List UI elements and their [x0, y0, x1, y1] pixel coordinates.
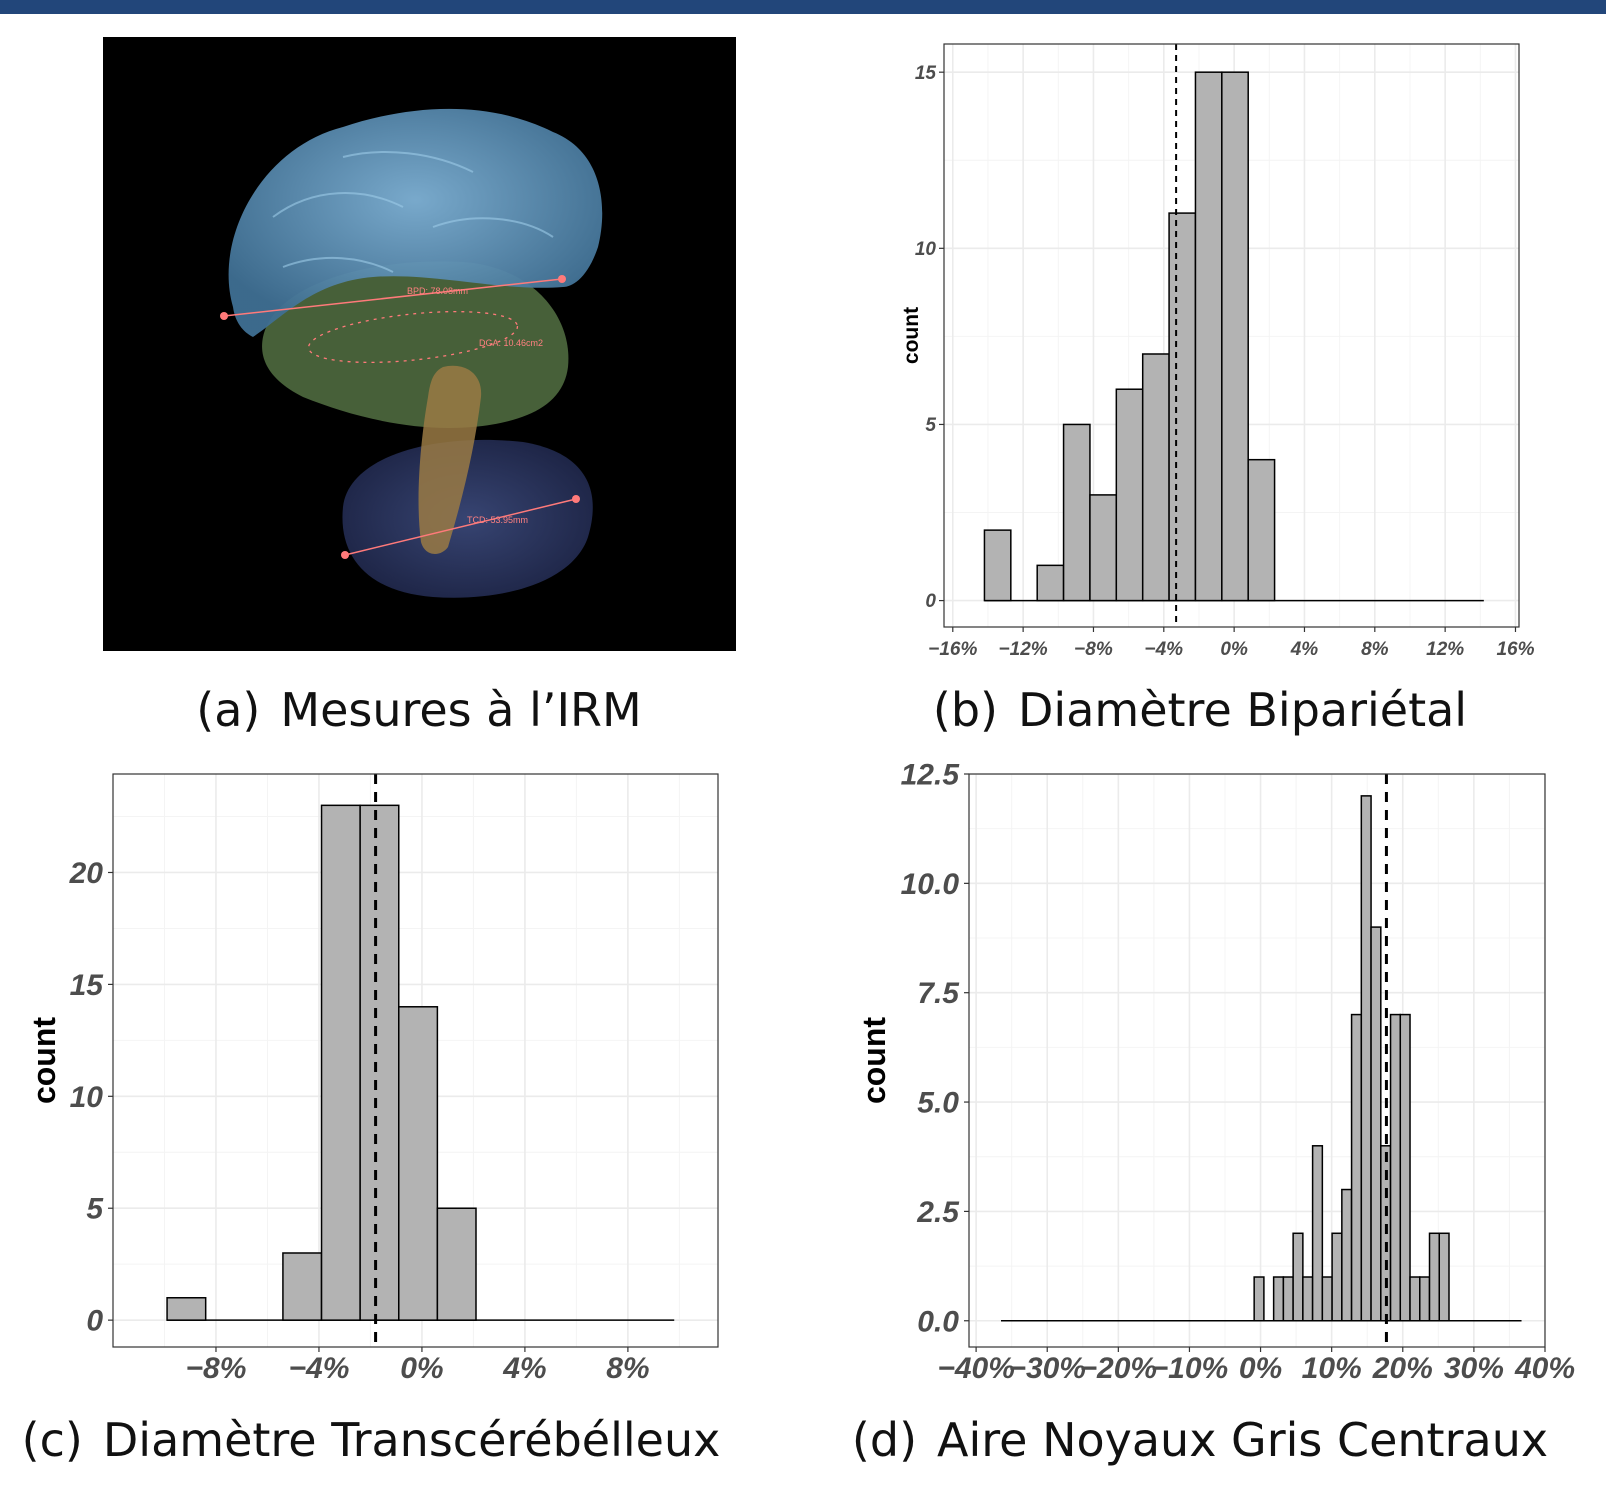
x-tick-label: −16% — [928, 639, 977, 660]
x-tick-label: −40% — [937, 1352, 1015, 1385]
y-tick-label: 20 — [69, 857, 104, 890]
x-tick-label: −10% — [1151, 1352, 1229, 1385]
grid-group — [944, 44, 1519, 627]
caption-d-tag: (d) — [851, 1413, 918, 1467]
caption-a: (a) Mesures à l’IRM — [196, 687, 641, 733]
histogram-bar — [1428, 1232, 1441, 1322]
histogram-bar — [1389, 1013, 1402, 1322]
x-tick-label: 8% — [606, 1352, 649, 1385]
panel-border — [112, 773, 719, 1348]
y-tick-label: 10 — [915, 239, 937, 260]
histogram-bar — [1141, 353, 1170, 602]
y-axis-label: count — [900, 307, 923, 364]
histogram-bar — [1370, 926, 1382, 1322]
y-tick-label: 5.0 — [917, 1087, 959, 1120]
y-tick-label: 10 — [70, 1081, 104, 1114]
histogram-bar — [1409, 1276, 1421, 1322]
histogram-bar — [1282, 1276, 1294, 1322]
y-axis-label: count — [26, 1017, 62, 1104]
x-tick-label: −30% — [1008, 1352, 1086, 1385]
histogram-bar — [1331, 1232, 1343, 1322]
mri-image: BPD: 78.08mm DGA: 10.46cm2 TCD: 53.95mm — [103, 37, 736, 651]
top-bar — [0, 0, 1606, 14]
y-tick-label: 15 — [70, 969, 105, 1002]
histogram-bar — [1089, 494, 1118, 602]
y-tick-label: 5 — [925, 415, 936, 436]
y-tick-label: 15 — [915, 63, 937, 84]
histogram-bar — [1438, 1232, 1450, 1322]
panel-border — [943, 43, 1520, 628]
y-tick-label: 12.5 — [901, 759, 961, 792]
x-tick-label: 10% — [1302, 1352, 1362, 1385]
histogram-bar — [1221, 71, 1249, 602]
histogram-bar — [1360, 795, 1372, 1322]
histogram-bar — [1194, 71, 1223, 602]
x-tick-label: −8% — [1074, 639, 1113, 660]
histogram-bar — [1168, 212, 1197, 602]
caption-b-tag: (b) — [932, 683, 998, 737]
x-tick-label: 0% — [400, 1352, 443, 1385]
histogram-bar — [1350, 1013, 1363, 1322]
histogram-bar — [1302, 1276, 1314, 1322]
x-tick-label: −20% — [1080, 1352, 1158, 1385]
x-tick-label: 16% — [1496, 639, 1534, 660]
bpd-label: BPD: 78.08mm — [407, 286, 468, 296]
caption-b-text: Diamètre Bipariétal — [1018, 683, 1468, 737]
histogram-bar — [1115, 388, 1144, 602]
histogram-bar — [436, 1207, 477, 1321]
y-tick-label: 0 — [86, 1305, 103, 1338]
x-tick-label: −4% — [1145, 639, 1184, 660]
dga-label: DGA: 10.46cm2 — [479, 338, 543, 348]
histogram-bar — [1247, 458, 1276, 602]
y-tick-label: 10.0 — [901, 868, 960, 901]
caption-c-text: Diamètre Transcérébélleux — [102, 1413, 721, 1467]
y-axis-label: count — [856, 1017, 892, 1104]
x-tick-label: −8% — [186, 1352, 247, 1385]
x-tick-label: −12% — [999, 639, 1048, 660]
y-tick-label: 2.5 — [916, 1196, 960, 1229]
histogram-bar — [320, 804, 361, 1321]
y-tick-label: 7.5 — [917, 977, 960, 1010]
x-tick-label: 30% — [1444, 1352, 1504, 1385]
y-tick-label: 0.0 — [917, 1305, 959, 1338]
caption-a-text: Mesures à l’IRM — [280, 683, 642, 737]
histogram-bar — [1419, 1276, 1431, 1322]
histogram-bar — [282, 1252, 323, 1321]
x-tick-label: 4% — [502, 1352, 546, 1385]
x-tick-label: 0% — [1239, 1352, 1282, 1385]
caption-a-tag: (a) — [196, 683, 261, 737]
histogram-bar — [1311, 1145, 1324, 1322]
histogram-bar — [1341, 1188, 1353, 1322]
x-tick-label: 8% — [1361, 639, 1389, 660]
panel-border — [968, 773, 1546, 1348]
caption-c: (c) Diamètre Transcérébélleux — [22, 1417, 721, 1463]
histogram-bar — [166, 1297, 207, 1321]
x-tick-label: 0% — [1220, 639, 1248, 660]
grid-group — [113, 774, 718, 1347]
y-tick-label: 5 — [86, 1193, 104, 1226]
y-tick-label: 0 — [925, 591, 936, 612]
histogram-bar — [1272, 1276, 1285, 1322]
grid-group — [969, 774, 1545, 1347]
caption-b: (b) Diamètre Bipariétal — [933, 687, 1467, 733]
histogram-bar — [983, 529, 1012, 602]
caption-c-tag: (c) — [21, 1413, 83, 1467]
histogram-bar — [398, 1006, 439, 1321]
x-tick-label: 40% — [1514, 1352, 1575, 1385]
x-tick-label: −4% — [289, 1352, 350, 1385]
x-tick-label: 4% — [1290, 639, 1319, 660]
x-tick-label: 20% — [1372, 1352, 1433, 1385]
histogram-bar — [1321, 1276, 1333, 1322]
tcd-label: TCD: 53.95mm — [467, 515, 528, 525]
x-tick-label: 12% — [1426, 639, 1464, 660]
histogram-bar — [1399, 1013, 1411, 1322]
caption-d: (d) Aire Noyaux Gris Centraux — [852, 1417, 1548, 1463]
histogram-bar — [1292, 1232, 1304, 1322]
caption-d-text: Aire Noyaux Gris Centraux — [937, 1413, 1549, 1467]
histogram-bar — [1253, 1276, 1265, 1322]
